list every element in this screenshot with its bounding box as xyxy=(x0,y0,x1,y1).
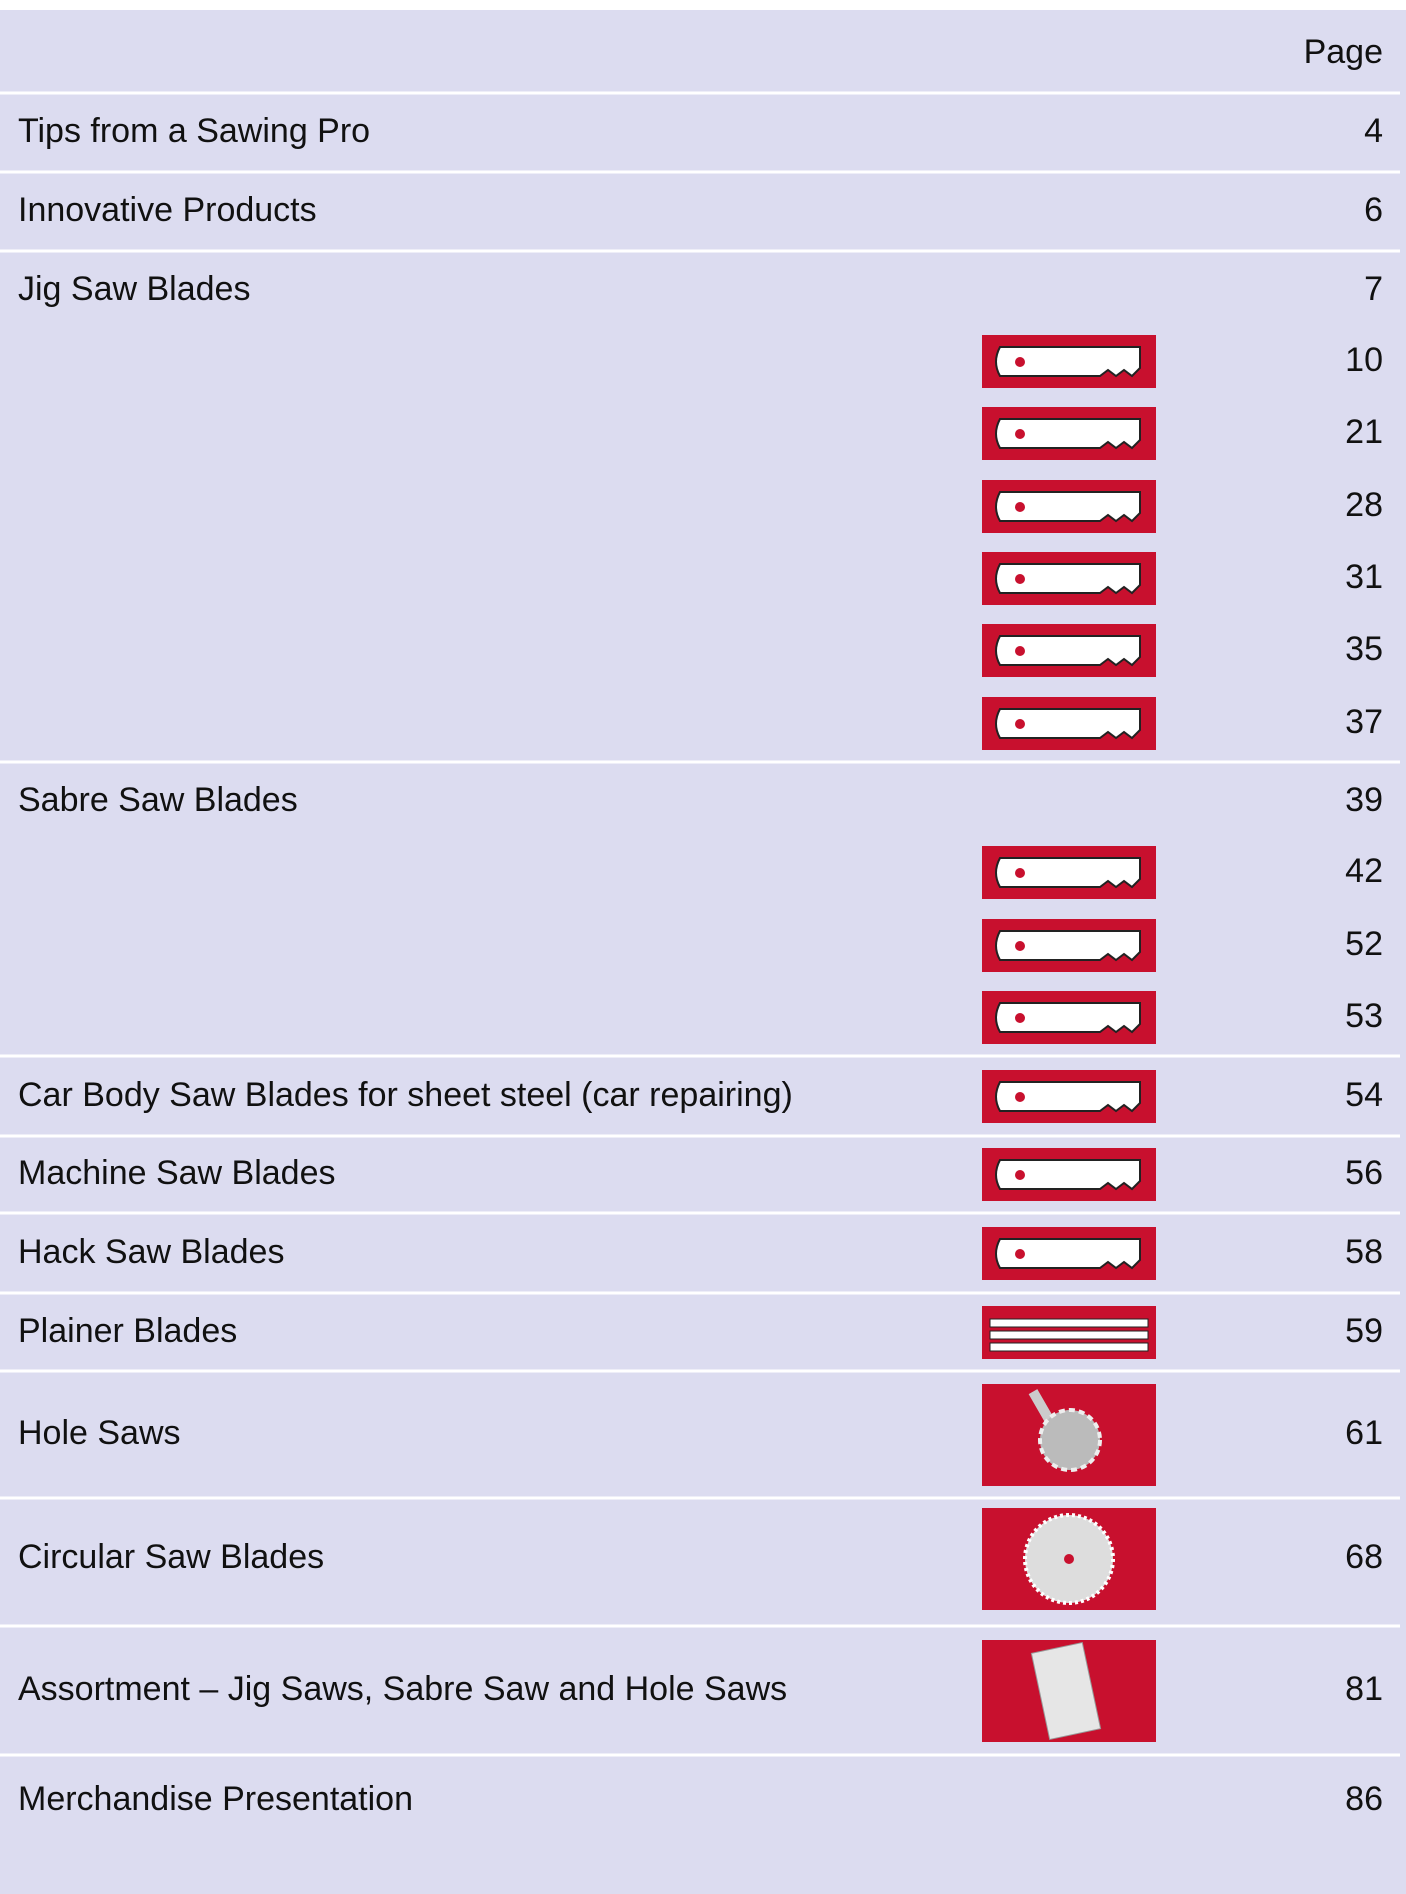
entry-title: Plainer Blades xyxy=(18,1312,237,1350)
blade-hole xyxy=(1015,502,1025,512)
entry-title: Sabre Saw Blades xyxy=(18,781,298,819)
entry-title: Hole Saws xyxy=(18,1414,181,1452)
product-image xyxy=(982,1640,1156,1742)
separator xyxy=(0,1135,1400,1138)
blade-icon xyxy=(982,480,1156,533)
blade-hole xyxy=(1015,646,1025,656)
separator xyxy=(0,1497,1400,1500)
blade-icon xyxy=(982,697,1156,750)
subsection-page: 21 xyxy=(1345,413,1383,451)
separator xyxy=(0,1625,1400,1628)
blade-icon xyxy=(982,1148,1156,1201)
subsection-page: 35 xyxy=(1345,630,1383,668)
plainer-strip xyxy=(990,1331,1148,1339)
blade-hole xyxy=(1015,429,1025,439)
separator xyxy=(0,92,1400,95)
subsection-page: 53 xyxy=(1345,997,1383,1035)
blade-hole xyxy=(1015,941,1025,951)
blade-icon xyxy=(982,1227,1156,1280)
blade-hole xyxy=(1015,868,1025,878)
separator xyxy=(0,1370,1400,1373)
blade-icon xyxy=(982,1070,1156,1123)
entry-title: Circular Saw Blades xyxy=(18,1538,324,1576)
entry-title: Assortment – Jig Saws, Sabre Saw and Hol… xyxy=(18,1670,787,1708)
entry-title: Innovative Products xyxy=(18,191,317,229)
blade-icon xyxy=(982,624,1156,677)
separator xyxy=(0,761,1400,764)
entry-page: 6 xyxy=(1364,191,1383,229)
blade-hole xyxy=(1015,357,1025,367)
blade-icon xyxy=(982,919,1156,972)
subsection-page: 37 xyxy=(1345,703,1383,741)
blade-icon xyxy=(982,1306,1156,1359)
blade-hole xyxy=(1015,719,1025,729)
subsection-page: 52 xyxy=(1345,925,1383,963)
blade-icon xyxy=(982,552,1156,605)
subsection-page: 28 xyxy=(1345,486,1383,524)
entry-page: 68 xyxy=(1345,1538,1383,1576)
subsection-page: 31 xyxy=(1345,558,1383,596)
entry-page: 54 xyxy=(1345,1076,1383,1114)
separator xyxy=(0,171,1400,174)
entry-page: 81 xyxy=(1345,1670,1383,1708)
hole-saw xyxy=(1040,1410,1100,1470)
entry-title: Tips from a Sawing Pro xyxy=(18,112,370,150)
entry-page: 56 xyxy=(1345,1154,1383,1192)
blade-icon xyxy=(982,846,1156,899)
blade-hole xyxy=(1015,1013,1025,1023)
entry-page: 4 xyxy=(1364,112,1383,150)
blade-hole xyxy=(1015,1092,1025,1102)
product-image xyxy=(982,1384,1156,1486)
entry-title: Jig Saw Blades xyxy=(18,270,250,308)
blade-hole xyxy=(1015,1170,1025,1180)
entry-page: 7 xyxy=(1364,270,1383,308)
entry-page: 39 xyxy=(1345,781,1383,819)
plainer-strip xyxy=(990,1319,1148,1327)
blade-hole xyxy=(1015,574,1025,584)
saw-hub xyxy=(1064,1554,1074,1564)
toc-page: Page Tips from a Sawing Pro 4 Innovative P… xyxy=(0,0,1406,1894)
entry-page: 59 xyxy=(1345,1312,1383,1350)
page-column-label: Page xyxy=(1304,33,1383,71)
entry-title: Car Body Saw Blades for sheet steel (car… xyxy=(18,1076,793,1114)
entry-title: Machine Saw Blades xyxy=(18,1154,336,1192)
blade-icon xyxy=(982,991,1156,1044)
separator xyxy=(0,1292,1400,1295)
product-image xyxy=(982,1508,1156,1610)
plainer-strip xyxy=(990,1343,1148,1351)
separator xyxy=(0,1212,1400,1215)
entry-page: 61 xyxy=(1345,1414,1383,1452)
entry-title: Merchandise Presentation xyxy=(18,1780,413,1818)
entry-title: Hack Saw Blades xyxy=(18,1233,284,1271)
separator xyxy=(0,250,1400,253)
separator xyxy=(0,1055,1400,1058)
entry-page: 58 xyxy=(1345,1233,1383,1271)
blade-hole xyxy=(1015,1249,1025,1259)
blade-icon xyxy=(982,335,1156,388)
separator xyxy=(0,1754,1400,1757)
subsection-page: 42 xyxy=(1345,852,1383,890)
entry-page: 86 xyxy=(1345,1780,1383,1818)
blade-icon xyxy=(982,407,1156,460)
subsection-page: 10 xyxy=(1345,341,1383,379)
